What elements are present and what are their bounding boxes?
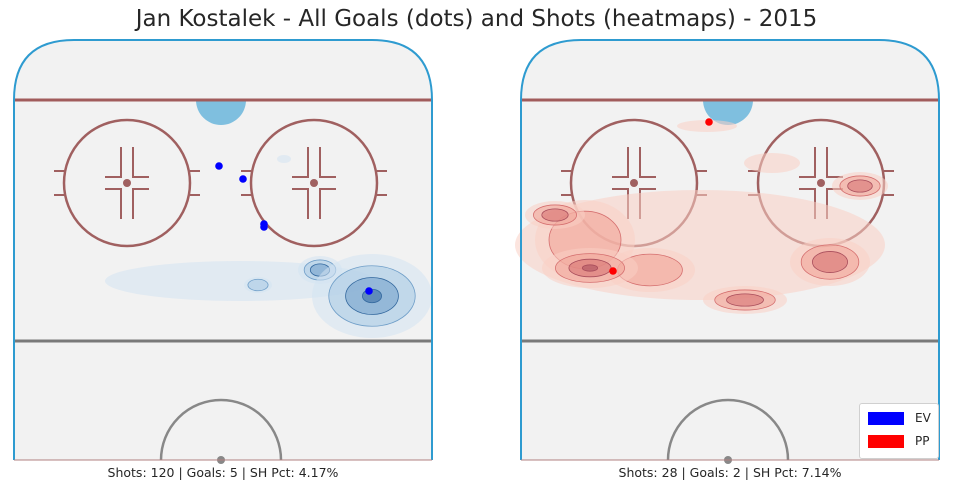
faceoff-dot [123,179,131,187]
faceoff-dot [817,179,825,187]
faceoff-hash [799,147,816,178]
ev-stats-caption: Shots: 120 | Goals: 5 | SH Pct: 4.17% [107,465,339,480]
heatmap-contour [744,153,800,173]
legend-swatch-pp [868,434,904,448]
faceoff-circle [241,118,387,248]
heatmap-contour [726,293,764,307]
goal-dot [260,223,268,231]
legend-swatch-ev [868,411,904,425]
heatmap-contour [677,120,737,132]
faceoff-hash [292,188,309,219]
goal-markers [215,162,373,295]
faceoff-dot [630,179,638,187]
heatmap-contour [277,155,291,163]
pp-stats-caption: Shots: 28 | Goals: 2 | SH Pct: 7.14% [618,465,842,480]
shot-heatmap [105,155,432,338]
chart-title: Jan Kostalek - All Goals (dots) and Shot… [135,6,818,32]
goal-dot [215,162,223,170]
ice-surface [14,40,432,460]
legend-label-pp: PP [915,434,930,448]
faceoff-hash [105,188,122,219]
faceoff-ring [249,118,379,248]
legend-item-ev: EV [868,411,931,425]
goal-crease [703,100,753,125]
center-ice-circle [159,398,283,461]
heatmap-contour [847,179,873,193]
faceoff-hash [639,147,656,178]
heatmap-contour [581,264,599,272]
faceoff-dot [310,179,318,187]
faceoff-ring [62,118,192,248]
heatmap-contour [247,278,269,292]
rink-pp [515,39,940,464]
rink-boards [520,39,940,460]
goal-dot [705,118,713,126]
faceoff-hash [319,188,336,219]
rink-boards [13,39,433,460]
legend-label-ev: EV [915,411,931,425]
heatmap-contour [812,251,849,273]
faceoff-hash [132,188,149,219]
legend: EV PP [859,403,939,459]
goal-dot [239,175,247,183]
center-ice-circle [666,398,790,461]
faceoff-hash [292,147,309,178]
faceoff-hash [132,147,149,178]
heatmap-contour [541,208,569,222]
goal-dot [365,287,373,295]
faceoff-hash [612,147,629,178]
shot-heatmap [515,120,888,314]
rink-ev [13,39,433,464]
goal-markers [609,118,713,275]
faceoff-hash [105,147,122,178]
goal-crease [196,100,246,125]
goal-dot [609,267,617,275]
faceoff-circle [54,118,200,248]
faceoff-hash [319,147,336,178]
legend-item-pp: PP [868,434,929,448]
faceoff-hash [826,147,843,178]
